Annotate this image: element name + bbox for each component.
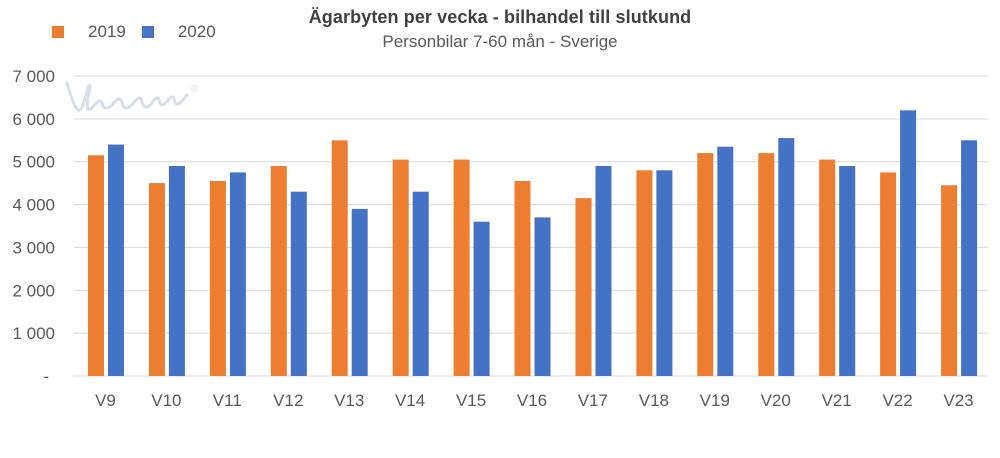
bar-2020-v23 (961, 140, 978, 376)
bar-2019-v10 (148, 183, 165, 376)
x-tick-label: V13 (334, 391, 364, 410)
y-tick-label: 3 000 (12, 238, 55, 257)
bar-2020-v16 (534, 217, 551, 376)
bar-2020-v14 (412, 191, 429, 376)
bar-2019-v11 (209, 181, 226, 376)
x-tick-label: V23 (943, 391, 973, 410)
legend: 2019 2020 (52, 22, 232, 42)
bar-2019-v12 (270, 166, 287, 376)
bar-2020-v17 (595, 166, 612, 376)
x-tick-label: V9 (95, 391, 116, 410)
x-tick-label: V22 (882, 391, 912, 410)
bar-2020-v22 (900, 110, 917, 377)
bar-2020-v12 (290, 191, 307, 376)
bar-2019-v15 (453, 159, 470, 376)
y-tick-label: 4 000 (12, 196, 55, 215)
bar-2020-v11 (229, 172, 246, 376)
legend-label-2019: 2019 (88, 22, 126, 41)
x-tick-label: V14 (395, 391, 425, 410)
bar-2020-v13 (351, 208, 368, 376)
bar-2019-v14 (392, 159, 409, 376)
y-tick-label: 2 000 (12, 281, 55, 300)
y-tick-label: - (43, 367, 49, 386)
y-tick-label: 7 000 (12, 67, 55, 86)
x-tick-label: V11 (213, 391, 242, 410)
bar-2019-v13 (331, 140, 348, 376)
bar-2020-v19 (717, 146, 734, 376)
bar-2020-v20 (778, 138, 795, 376)
bar-2019-v9 (88, 155, 104, 376)
legend-label-2020: 2020 (177, 22, 216, 41)
bar-2019-v21 (819, 159, 836, 376)
bar-2020-v18 (656, 170, 673, 376)
bar-2019-v20 (758, 153, 775, 376)
bar-2019-v18 (636, 170, 653, 376)
x-tick-label: V16 (517, 391, 547, 410)
y-tick-label: 1 000 (12, 324, 55, 343)
legend-item-2020: 2020 (141, 22, 216, 42)
x-tick-label: V15 (456, 391, 486, 410)
bar-2019-v16 (514, 181, 531, 376)
bar-2020-v15 (473, 221, 490, 376)
x-tick-label: V21 (822, 391, 852, 410)
legend-swatch-2019-icon (52, 26, 64, 38)
legend-item-2019: 2019 (52, 22, 126, 42)
x-tick-label: V10 (151, 391, 181, 410)
bar-2020-v10 (168, 166, 185, 376)
bar-2019-v19 (697, 153, 714, 376)
bar-2020-v21 (839, 166, 856, 376)
x-tick-label: V12 (273, 391, 303, 410)
y-tick-label: 5 000 (12, 153, 55, 172)
y-tick-label: 6 000 (12, 110, 55, 129)
x-tick-label: V17 (578, 391, 608, 410)
bar-2019-v22 (880, 172, 897, 376)
x-tick-label: V19 (700, 391, 730, 410)
bar-2020-v9 (108, 144, 124, 376)
x-tick-label: V20 (761, 391, 791, 410)
x-tick-label: V18 (639, 391, 669, 410)
bar-2019-v23 (941, 185, 958, 376)
bar-2019-v17 (575, 198, 592, 376)
legend-swatch-2020-icon (141, 26, 154, 38)
